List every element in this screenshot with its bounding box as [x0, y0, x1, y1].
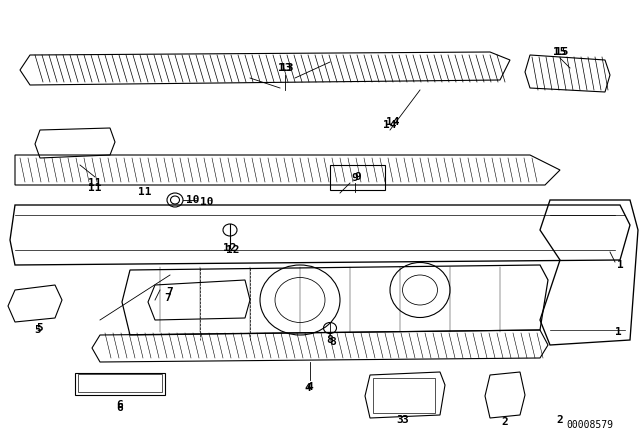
- Text: 15: 15: [556, 47, 569, 57]
- Text: 14: 14: [383, 120, 397, 130]
- Text: 4: 4: [307, 382, 314, 392]
- Text: 14: 14: [387, 117, 400, 127]
- Text: 2: 2: [557, 415, 563, 425]
- Text: 10: 10: [200, 197, 214, 207]
- Text: 1: 1: [614, 327, 621, 337]
- Text: 8: 8: [330, 337, 337, 347]
- Text: 10: 10: [186, 195, 200, 205]
- Text: 15: 15: [553, 47, 567, 57]
- Text: 13: 13: [278, 63, 292, 73]
- Text: 11: 11: [88, 178, 102, 188]
- Text: 12: 12: [227, 245, 240, 255]
- Text: 3: 3: [397, 415, 403, 425]
- Text: 11: 11: [138, 187, 152, 197]
- Text: 5: 5: [35, 325, 42, 335]
- Text: 12: 12: [223, 243, 237, 253]
- Text: 5: 5: [36, 323, 44, 333]
- Text: 13: 13: [280, 63, 294, 73]
- Text: 3: 3: [402, 415, 408, 425]
- Text: 00008579: 00008579: [566, 420, 614, 430]
- Text: 6: 6: [116, 403, 124, 413]
- Text: 2: 2: [502, 417, 508, 427]
- Text: 9: 9: [351, 173, 358, 183]
- Bar: [330, 165, 385, 190]
- Text: 1: 1: [616, 260, 623, 270]
- Bar: [78, 374, 162, 392]
- Bar: [75, 373, 165, 395]
- Text: 4: 4: [305, 383, 312, 393]
- Text: 11: 11: [88, 183, 102, 193]
- Text: 7: 7: [164, 293, 172, 303]
- Text: 8: 8: [326, 335, 333, 345]
- Text: 9: 9: [355, 172, 362, 182]
- Text: 6: 6: [116, 400, 124, 410]
- Text: 7: 7: [166, 287, 173, 297]
- Bar: [373, 378, 435, 413]
